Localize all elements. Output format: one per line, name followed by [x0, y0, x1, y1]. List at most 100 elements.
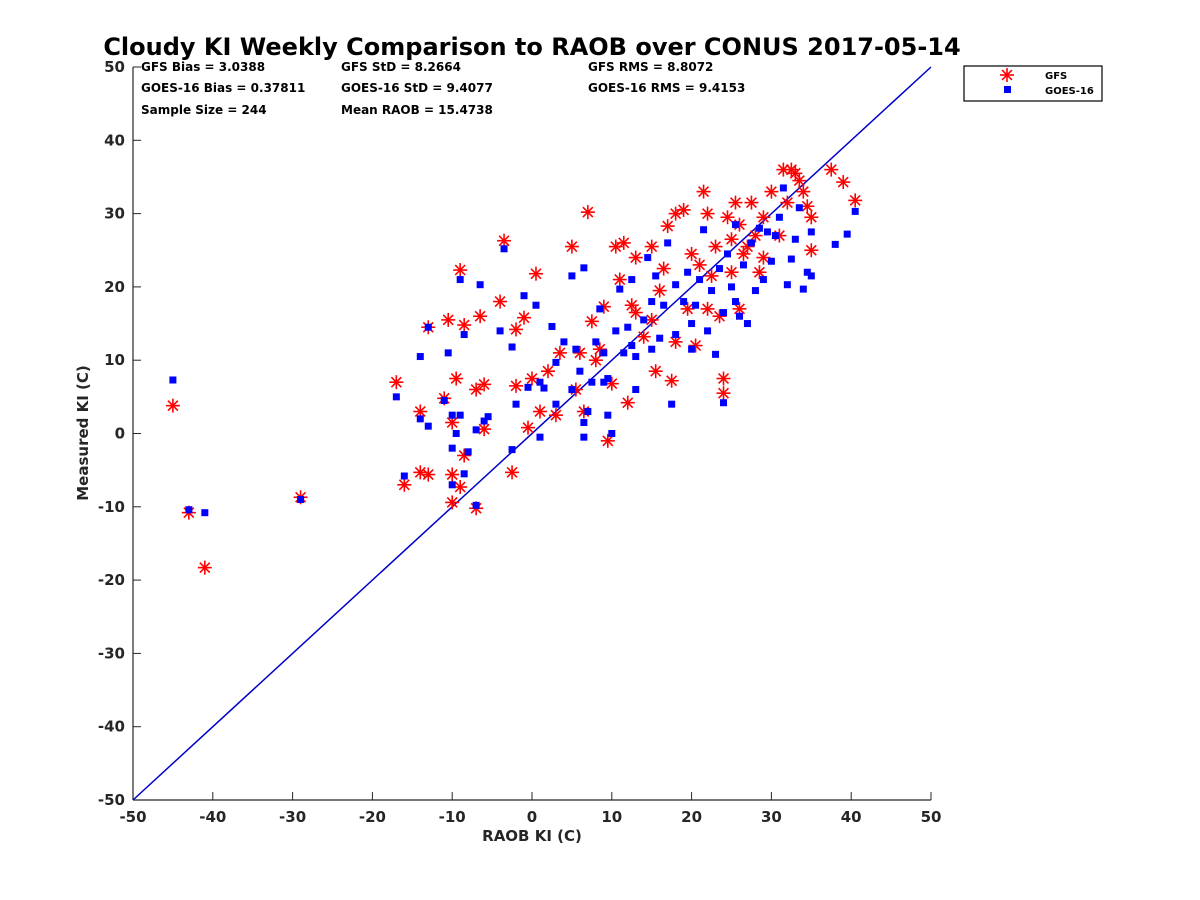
goes16-point: [668, 400, 676, 408]
goes16-point: [775, 213, 783, 221]
goes16-point: [588, 378, 596, 386]
goes16-point: [696, 276, 704, 284]
gfs-point: [445, 467, 460, 482]
x-tick-label: -20: [359, 808, 386, 826]
gfs-point: [804, 243, 819, 258]
y-tick-label: 20: [104, 278, 125, 296]
goes16-point: [297, 495, 305, 503]
gfs-point: [441, 312, 456, 327]
x-tick-label: -30: [279, 808, 306, 826]
goes16-point: [664, 239, 672, 247]
goes16-point: [771, 232, 779, 240]
goes16-point: [688, 345, 696, 353]
goes16-point: [640, 316, 648, 324]
goes16-point: [716, 265, 724, 273]
y-tick-label: 0: [115, 425, 125, 443]
gfs-point: [588, 353, 603, 368]
gfs-point: [612, 272, 627, 287]
goes16-point: [185, 506, 193, 514]
gfs-point: [477, 377, 492, 392]
goes16-point: [787, 255, 795, 263]
goes16-point: [763, 228, 771, 236]
goes16-point: [652, 272, 660, 280]
goes16-point: [512, 400, 520, 408]
goes16-point: [608, 430, 616, 437]
y-tick-label: -50: [98, 791, 125, 809]
x-axis-label: RAOB KI (C): [482, 827, 582, 845]
goes16-point: [536, 433, 544, 441]
goes16-point: [600, 349, 608, 357]
goes16-point: [720, 399, 728, 407]
gfs-point: [736, 246, 751, 261]
goes16-point: [672, 281, 680, 289]
gfs-point: [624, 298, 639, 313]
gfs-point: [676, 202, 691, 217]
goes16-point: [795, 204, 803, 212]
gfs-point: [521, 420, 536, 435]
y-axis-label: Measured KI (C): [74, 365, 92, 501]
goes16-point: [524, 383, 532, 391]
goes16-point: [747, 239, 755, 247]
gfs-point: [648, 364, 663, 379]
goes16-point: [508, 446, 516, 454]
gfs-point: [421, 467, 436, 482]
goes16-point: [400, 472, 408, 480]
gfs-point: [756, 210, 771, 225]
goes16-point: [791, 235, 799, 243]
goes16-point: [684, 268, 692, 276]
goes16-point: [576, 367, 584, 375]
stat-text: GOES-16 RMS = 9.4153: [588, 81, 745, 95]
goes16-point: [476, 281, 484, 289]
goes16-point: [843, 230, 851, 238]
y-tick-label: -30: [98, 644, 125, 662]
gfs-point: [748, 228, 763, 243]
gfs-point: [708, 239, 723, 254]
goes16-point: [783, 281, 791, 289]
gfs-point: [552, 345, 567, 360]
goes16-point: [688, 320, 696, 328]
goes16-point: [628, 342, 636, 350]
gfs-point: [469, 382, 484, 397]
gfs-point: [692, 257, 707, 272]
gfs-point: [165, 398, 180, 413]
goes16-point: [520, 292, 528, 300]
goes16-point: [448, 444, 456, 452]
goes16-point: [580, 419, 588, 427]
goes16-point: [540, 384, 548, 392]
goes16-point: [700, 226, 708, 234]
goes16-point: [680, 298, 688, 306]
goes16-point: [712, 350, 720, 358]
goes16-point: [779, 184, 787, 192]
y-tick-label: -40: [98, 718, 125, 736]
gfs-point: [620, 395, 635, 410]
goes16-point: [799, 285, 807, 293]
gfs-point: [756, 250, 771, 265]
gfs-point: [724, 265, 739, 280]
gfs-point: [660, 219, 675, 234]
gfs-point: [644, 239, 659, 254]
gfs-point: [445, 495, 460, 510]
goes16-point: [552, 358, 560, 366]
stat-text: GOES-16 StD = 9.4077: [341, 81, 493, 95]
gfs-point: [628, 250, 643, 265]
goes16-point: [596, 305, 604, 313]
goes16-point: [448, 481, 456, 489]
goes16-point: [508, 343, 516, 351]
series-gfs-group: [165, 162, 863, 575]
y-tick-label: 30: [104, 205, 125, 223]
x-tick-label: 20: [681, 808, 702, 826]
goes16-point: [728, 283, 735, 291]
goes16-point: [536, 378, 544, 386]
gfs-point: [764, 184, 779, 199]
gfs-point: [744, 195, 759, 210]
goes16-point: [484, 413, 492, 421]
goes16-point: [460, 470, 468, 478]
gfs-point: [836, 175, 851, 190]
goes16-point: [704, 327, 712, 335]
goes16-point: [580, 264, 588, 272]
goes16-point: [201, 509, 209, 517]
goes16-point: [472, 501, 480, 509]
goes16-point: [807, 228, 815, 236]
legend: GFS GOES-16: [963, 65, 1103, 102]
